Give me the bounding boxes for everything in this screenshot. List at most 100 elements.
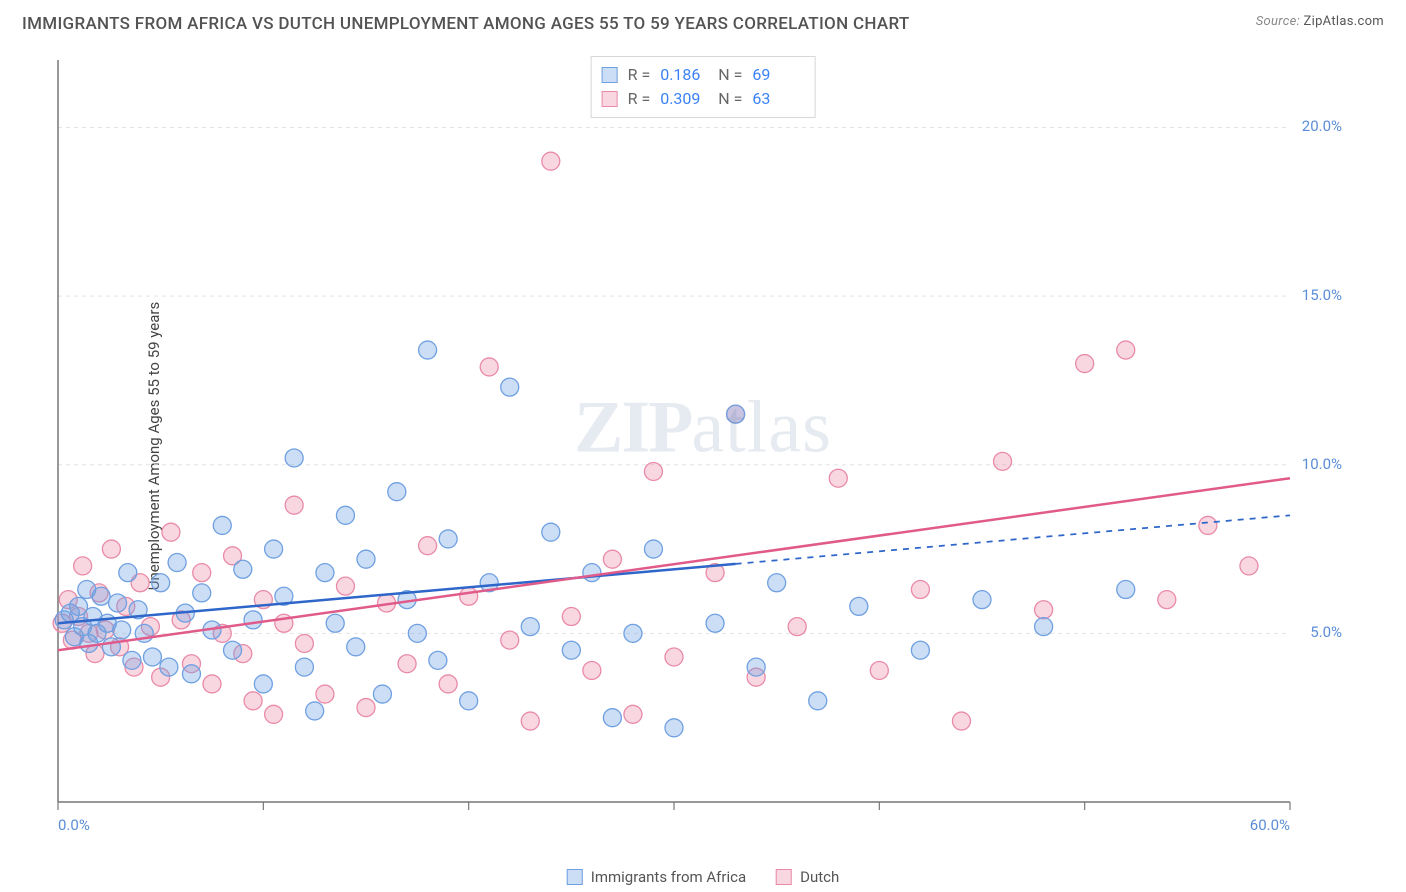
data-point-africa — [109, 594, 127, 612]
data-point-africa — [254, 675, 272, 693]
data-point-africa — [347, 638, 365, 656]
data-point-dutch — [439, 675, 457, 693]
data-point-africa — [102, 638, 120, 656]
data-point-dutch — [244, 692, 262, 710]
data-point-dutch — [829, 469, 847, 487]
y-tick-label: 10.0% — [1302, 455, 1342, 473]
data-point-dutch — [203, 675, 221, 693]
data-point-dutch — [1158, 591, 1176, 609]
data-point-africa — [306, 702, 324, 720]
trendline-africa-dashed — [736, 515, 1290, 564]
data-point-africa — [768, 574, 786, 592]
data-point-dutch — [398, 655, 416, 673]
data-point-africa — [224, 641, 242, 659]
r-value-dutch: 0.309 — [660, 87, 708, 111]
data-point-dutch — [74, 557, 92, 575]
data-point-dutch — [521, 712, 539, 730]
data-point-dutch — [102, 540, 120, 558]
r-label: R = — [628, 63, 651, 87]
data-point-dutch — [665, 648, 683, 666]
legend-label-dutch: Dutch — [800, 868, 839, 886]
stats-row-dutch: R = 0.309 N = 63 — [602, 87, 801, 111]
scatter-plot — [50, 52, 1350, 842]
data-point-dutch — [788, 618, 806, 636]
data-point-africa — [501, 378, 519, 396]
data-point-africa — [373, 685, 391, 703]
r-label: R = — [628, 87, 651, 111]
data-point-dutch — [1035, 601, 1053, 619]
data-point-dutch — [460, 587, 478, 605]
title-bar: IMMIGRANTS FROM AFRICA VS DUTCH UNEMPLOY… — [22, 14, 1384, 34]
data-point-africa — [1035, 618, 1053, 636]
legend-label-africa: Immigrants from Africa — [591, 868, 746, 886]
data-point-africa — [244, 611, 262, 629]
chart-title: IMMIGRANTS FROM AFRICA VS DUTCH UNEMPLOY… — [22, 14, 910, 34]
data-point-africa — [665, 719, 683, 737]
data-point-dutch — [193, 564, 211, 582]
data-point-dutch — [1076, 355, 1094, 373]
data-point-dutch — [265, 705, 283, 723]
n-label: N = — [718, 63, 742, 87]
data-point-dutch — [295, 634, 313, 652]
data-point-africa — [123, 651, 141, 669]
stats-row-africa: R = 0.186 N = 69 — [602, 63, 801, 87]
data-point-dutch — [870, 661, 888, 679]
data-point-africa — [644, 540, 662, 558]
data-point-africa — [809, 692, 827, 710]
data-point-africa — [143, 648, 161, 666]
data-point-africa — [419, 341, 437, 359]
swatch-africa — [602, 67, 618, 83]
data-point-africa — [388, 483, 406, 501]
data-point-dutch — [357, 699, 375, 717]
data-point-dutch — [316, 685, 334, 703]
data-point-dutch — [419, 537, 437, 555]
y-tick-label: 20.0% — [1302, 117, 1342, 135]
data-point-africa — [182, 665, 200, 683]
data-point-dutch — [336, 577, 354, 595]
legend: Immigrants from Africa Dutch — [567, 868, 840, 886]
data-point-africa — [234, 560, 252, 578]
legend-swatch-africa — [567, 869, 583, 885]
source-name: ZipAtlas.com — [1304, 14, 1384, 29]
legend-item-africa: Immigrants from Africa — [567, 868, 746, 886]
data-point-africa — [119, 564, 137, 582]
data-point-africa — [429, 651, 447, 669]
n-label: N = — [718, 87, 742, 111]
data-point-africa — [336, 506, 354, 524]
data-point-dutch — [603, 550, 621, 568]
data-point-africa — [408, 624, 426, 642]
data-point-africa — [460, 692, 478, 710]
data-point-africa — [727, 405, 745, 423]
data-point-dutch — [1240, 557, 1258, 575]
data-point-africa — [1117, 581, 1135, 599]
data-point-africa — [542, 523, 560, 541]
data-point-dutch — [162, 523, 180, 541]
data-point-africa — [850, 597, 868, 615]
data-point-africa — [911, 641, 929, 659]
data-point-dutch — [1199, 516, 1217, 534]
data-point-africa — [439, 530, 457, 548]
y-tick-label: 15.0% — [1302, 286, 1342, 304]
data-point-africa — [152, 574, 170, 592]
x-tick-label: 0.0% — [58, 816, 90, 834]
data-point-dutch — [480, 358, 498, 376]
data-point-africa — [624, 624, 642, 642]
data-point-dutch — [624, 705, 642, 723]
correlation-stats-box: R = 0.186 N = 69 R = 0.309 N = 63 — [591, 56, 816, 118]
swatch-dutch — [602, 91, 618, 107]
data-point-africa — [168, 554, 186, 572]
data-point-dutch — [562, 608, 580, 626]
data-point-africa — [316, 564, 334, 582]
source-attribution: Source: ZipAtlas.com — [1256, 14, 1384, 29]
legend-swatch-dutch — [776, 869, 792, 885]
n-value-dutch: 63 — [752, 87, 800, 111]
data-point-dutch — [1117, 341, 1135, 359]
data-point-dutch — [911, 581, 929, 599]
y-tick-label: 5.0% — [1310, 623, 1342, 641]
data-point-dutch — [994, 452, 1012, 470]
data-point-africa — [583, 564, 601, 582]
x-tick-label: 60.0% — [1250, 816, 1290, 834]
data-point-africa — [265, 540, 283, 558]
data-point-africa — [113, 621, 131, 639]
data-point-dutch — [542, 152, 560, 170]
